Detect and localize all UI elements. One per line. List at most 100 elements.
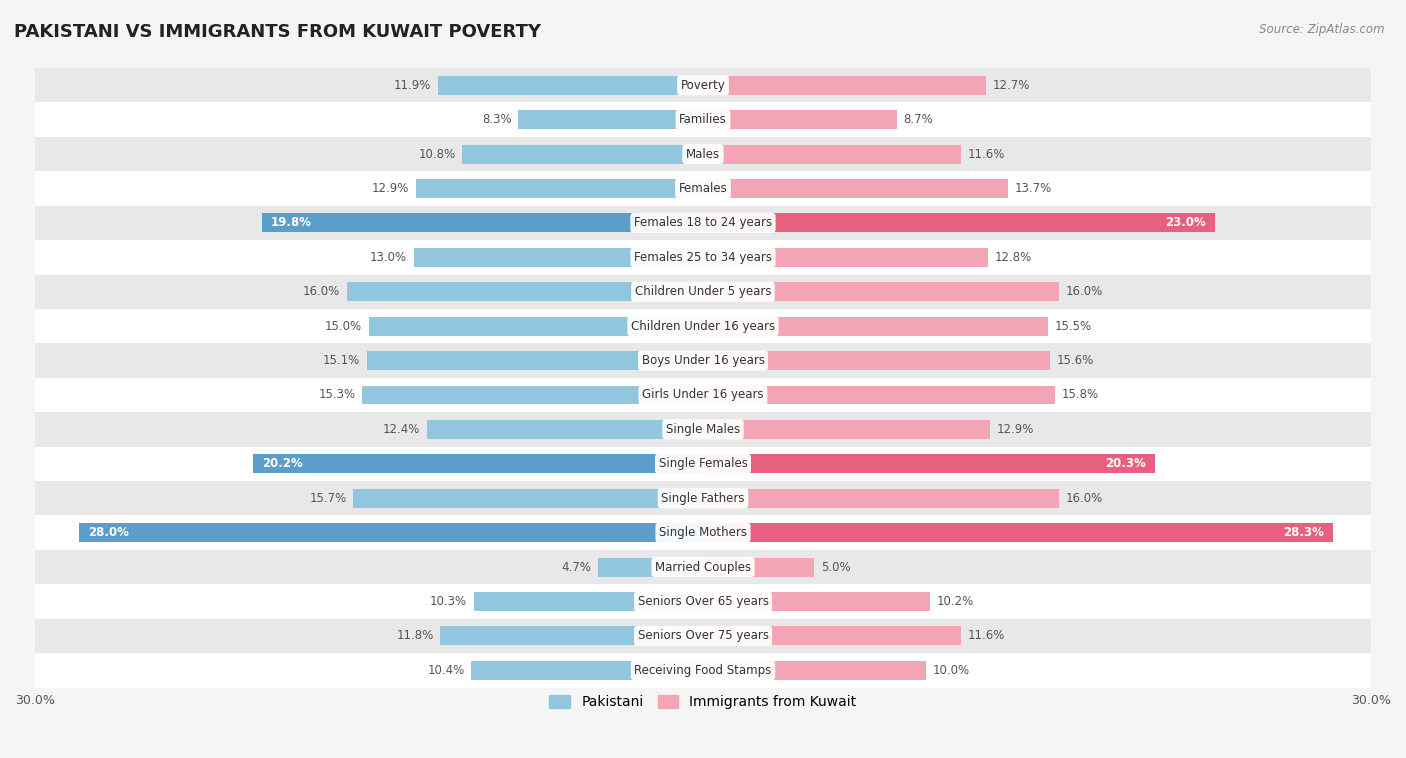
- Text: 8.7%: 8.7%: [904, 113, 934, 126]
- Legend: Pakistani, Immigrants from Kuwait: Pakistani, Immigrants from Kuwait: [544, 690, 862, 715]
- Bar: [253, 454, 703, 473]
- Bar: [703, 420, 990, 439]
- Text: Source: ZipAtlas.com: Source: ZipAtlas.com: [1260, 23, 1385, 36]
- Text: 11.9%: 11.9%: [394, 79, 432, 92]
- Text: 20.2%: 20.2%: [262, 457, 302, 470]
- Text: Males: Males: [686, 148, 720, 161]
- Bar: [439, 76, 703, 95]
- Text: PAKISTANI VS IMMIGRANTS FROM KUWAIT POVERTY: PAKISTANI VS IMMIGRANTS FROM KUWAIT POVE…: [14, 23, 541, 41]
- Text: Females 18 to 24 years: Females 18 to 24 years: [634, 217, 772, 230]
- Text: 28.3%: 28.3%: [1284, 526, 1324, 539]
- Bar: [35, 481, 1371, 515]
- Text: 12.4%: 12.4%: [382, 423, 420, 436]
- Text: Single Males: Single Males: [666, 423, 740, 436]
- Bar: [35, 171, 1371, 205]
- Text: 11.8%: 11.8%: [396, 629, 433, 642]
- Text: 15.0%: 15.0%: [325, 320, 363, 333]
- Bar: [703, 179, 1008, 198]
- Text: Seniors Over 65 years: Seniors Over 65 years: [637, 595, 769, 608]
- Text: 20.3%: 20.3%: [1105, 457, 1146, 470]
- Text: 12.8%: 12.8%: [994, 251, 1032, 264]
- Text: 13.7%: 13.7%: [1015, 182, 1052, 195]
- Text: 11.6%: 11.6%: [967, 148, 1005, 161]
- Text: 11.6%: 11.6%: [967, 629, 1005, 642]
- Bar: [35, 412, 1371, 446]
- Text: Single Mothers: Single Mothers: [659, 526, 747, 539]
- Bar: [35, 584, 1371, 619]
- Bar: [703, 523, 1333, 542]
- Text: Children Under 16 years: Children Under 16 years: [631, 320, 775, 333]
- Bar: [474, 592, 703, 611]
- Text: 15.5%: 15.5%: [1054, 320, 1092, 333]
- Bar: [703, 454, 1156, 473]
- Text: 15.7%: 15.7%: [309, 492, 347, 505]
- Bar: [416, 179, 703, 198]
- Text: 10.2%: 10.2%: [936, 595, 974, 608]
- Bar: [35, 515, 1371, 550]
- Bar: [413, 248, 703, 267]
- Text: 10.3%: 10.3%: [430, 595, 467, 608]
- Bar: [703, 214, 1215, 233]
- Bar: [463, 145, 703, 164]
- Text: 15.1%: 15.1%: [323, 354, 360, 367]
- Text: 16.0%: 16.0%: [1066, 285, 1104, 298]
- Bar: [703, 317, 1047, 336]
- Bar: [367, 351, 703, 370]
- Text: 10.4%: 10.4%: [427, 664, 465, 677]
- Text: 15.3%: 15.3%: [319, 389, 356, 402]
- Bar: [703, 386, 1054, 405]
- Bar: [703, 248, 988, 267]
- Bar: [35, 377, 1371, 412]
- Text: Receiving Food Stamps: Receiving Food Stamps: [634, 664, 772, 677]
- Bar: [363, 386, 703, 405]
- Bar: [703, 489, 1059, 508]
- Bar: [35, 137, 1371, 171]
- Text: Single Fathers: Single Fathers: [661, 492, 745, 505]
- Bar: [35, 309, 1371, 343]
- Text: 4.7%: 4.7%: [562, 561, 592, 574]
- Bar: [703, 76, 986, 95]
- Text: Families: Families: [679, 113, 727, 126]
- Bar: [35, 343, 1371, 377]
- Bar: [427, 420, 703, 439]
- Text: Children Under 5 years: Children Under 5 years: [634, 285, 772, 298]
- Bar: [35, 68, 1371, 102]
- Bar: [703, 661, 925, 680]
- Bar: [35, 550, 1371, 584]
- Text: 5.0%: 5.0%: [821, 561, 851, 574]
- Text: 15.8%: 15.8%: [1062, 389, 1098, 402]
- Bar: [262, 214, 703, 233]
- Bar: [703, 110, 897, 129]
- Text: 10.8%: 10.8%: [419, 148, 456, 161]
- Text: Girls Under 16 years: Girls Under 16 years: [643, 389, 763, 402]
- Text: 16.0%: 16.0%: [1066, 492, 1104, 505]
- Text: Seniors Over 75 years: Seniors Over 75 years: [637, 629, 769, 642]
- Text: 28.0%: 28.0%: [89, 526, 129, 539]
- Text: Poverty: Poverty: [681, 79, 725, 92]
- Bar: [368, 317, 703, 336]
- Bar: [599, 558, 703, 577]
- Bar: [703, 282, 1059, 301]
- Bar: [703, 592, 931, 611]
- Text: 23.0%: 23.0%: [1166, 217, 1206, 230]
- Text: 8.3%: 8.3%: [482, 113, 512, 126]
- Bar: [35, 102, 1371, 137]
- Bar: [703, 351, 1050, 370]
- Bar: [703, 558, 814, 577]
- Bar: [703, 626, 962, 645]
- Text: Females: Females: [679, 182, 727, 195]
- Bar: [471, 661, 703, 680]
- Bar: [440, 626, 703, 645]
- Bar: [347, 282, 703, 301]
- Bar: [35, 240, 1371, 274]
- Text: Females 25 to 34 years: Females 25 to 34 years: [634, 251, 772, 264]
- Text: 15.6%: 15.6%: [1057, 354, 1094, 367]
- Text: 13.0%: 13.0%: [370, 251, 406, 264]
- Text: 12.7%: 12.7%: [993, 79, 1029, 92]
- Text: Single Females: Single Females: [658, 457, 748, 470]
- Text: 10.0%: 10.0%: [932, 664, 970, 677]
- Bar: [35, 205, 1371, 240]
- Bar: [35, 619, 1371, 653]
- Bar: [80, 523, 703, 542]
- Bar: [519, 110, 703, 129]
